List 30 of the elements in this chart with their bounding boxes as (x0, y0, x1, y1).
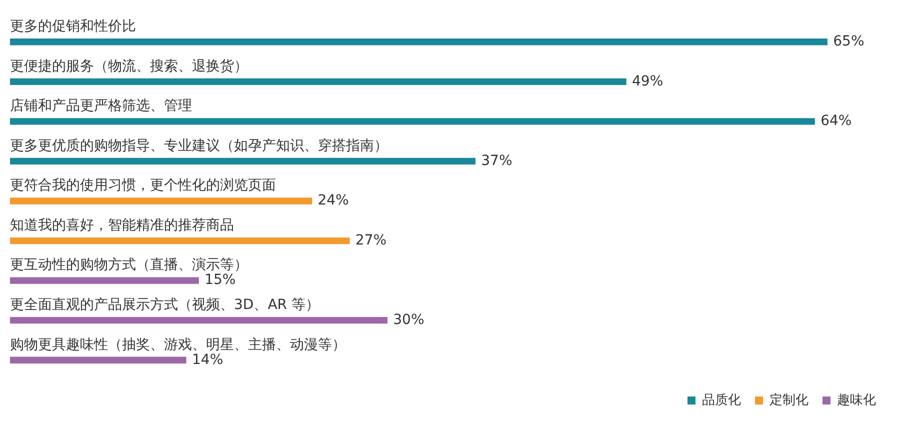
data-label: 24% (318, 192, 349, 209)
bar (10, 38, 828, 46)
y-tick-label: 更多的促销和性价比 (10, 18, 136, 35)
bar (10, 317, 388, 324)
data-label: 30% (393, 312, 424, 328)
legend-label: 定制化 (770, 392, 808, 408)
y-tick-label: 购物更具趣味性（抽奖、游戏、明星、主播、动漫等） (10, 336, 346, 353)
y-tick-label: 知道我的喜好，智能精准的推荐商品 (10, 217, 234, 234)
bar (10, 356, 186, 364)
data-label: 64% (820, 113, 852, 130)
data-label: 37% (481, 152, 512, 169)
y-tick-label: 更多更优质的购物指导、专业建议（如孕产知识、穿搭指南） (10, 138, 388, 154)
y-tick-label: 更符合我的使用习惯，更个性化的浏览页面 (10, 178, 276, 194)
y-tick-label: 更全面直观的产品展示方式（视频、3D、AR 等） (10, 296, 320, 313)
y-tick-label: 更便捷的服务（物流、搜索、退换货） (10, 58, 248, 74)
data-label: 49% (632, 73, 664, 90)
data-label: 27% (355, 232, 387, 248)
legend-label: 品质化 (702, 392, 741, 408)
y-tick-label: 店铺和产品更严格筛选、管理 (10, 98, 192, 114)
bar (10, 237, 350, 244)
data-label: 65% (833, 34, 864, 50)
bar (10, 118, 815, 125)
data-label: 14% (192, 352, 224, 368)
legend-label: 趣味化 (837, 392, 876, 408)
y-tick-label: 更互动性的购物方式（直播、演示等） (10, 257, 248, 274)
bar (10, 277, 199, 284)
data-label: 15% (204, 272, 236, 288)
bar (10, 198, 312, 204)
bar (10, 78, 626, 85)
bar (10, 158, 476, 165)
